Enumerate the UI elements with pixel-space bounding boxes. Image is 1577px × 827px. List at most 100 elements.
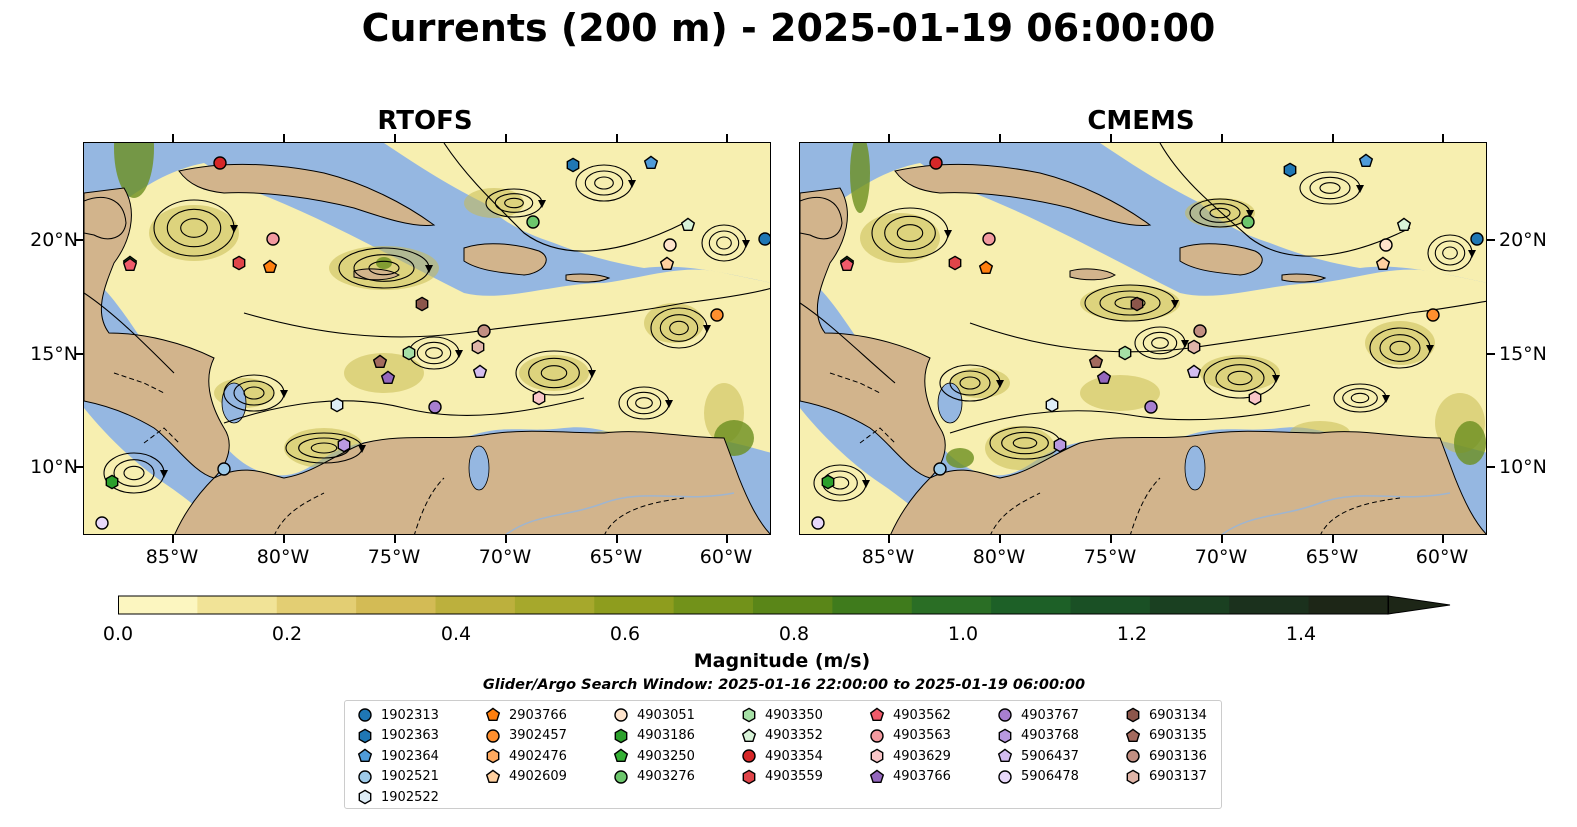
legend-marker-pentagon-icon [485,769,501,783]
float-marker-4903766-rtofs [380,370,396,385]
float-marker-3902457-cmems [1426,308,1440,322]
legend-marker-4903768 [998,728,1012,743]
float-marker-4903768-cmems [1053,437,1067,453]
panel-title-rtofs: RTOFS [377,106,473,136]
lat-tick-10n-left: 10°N [30,456,78,478]
legend-item-6903134: 6903134 [1125,705,1207,725]
float-marker-4903629-cmems [1248,390,1262,406]
legend-label: 4903186 [637,728,695,743]
colorbar-bin-6 [594,596,675,614]
lon-tick-65w-cmems: 65°W [1305,546,1359,568]
legend-marker-6903137 [1126,769,1140,784]
legend-label: 4903562 [893,707,951,723]
legend-item-4903350: 4903350 [741,705,823,725]
colorbar-tick-5: 1.0 [947,623,979,645]
float-marker-4903562-rtofs [122,257,138,272]
strong-current-cmems-1 [1454,421,1486,465]
legend-item-4902609: 4902609 [485,767,567,787]
legend-marker-4903629 [870,748,884,764]
streamline-eddy-rtofs-11 [618,386,673,420]
legend-marker-4903767 [998,708,1012,722]
lon-tick-mark-top-cmems-0 [888,134,890,142]
float-marker-4903186-cmems [821,474,835,490]
legend-marker-circle-icon [614,708,628,722]
lon-tick-mark-top-rtofs-1 [283,134,285,142]
legend-marker-4903350 [742,707,756,723]
lon-tick-mark-rtofs-2 [394,535,396,543]
float-marker-4903276-cmems [1241,215,1255,229]
legend-label: 4903354 [765,748,823,764]
lon-tick-mark-rtofs-1 [283,535,285,543]
legend-marker-4903250 [613,748,629,763]
river-cmems [1221,492,1451,534]
legend-marker-pentagon-icon [485,707,501,722]
lake-maracaibo-rtofs [468,445,490,491]
float-marker-5906437-rtofs [472,364,488,379]
float-marker-4903350-cmems [1118,345,1132,361]
lat-tick-10n-right: 10°N [1499,456,1547,478]
strong-current-rtofs-2 [376,257,392,269]
legend-marker-1902363 [358,728,372,743]
legend-marker-6903135 [1125,728,1141,742]
streamline-flow-rtofs-3 [84,292,175,374]
legend-marker-2903766 [485,707,501,722]
country-border-cmems-1 [990,492,1041,534]
legend-label: 4903766 [893,769,951,784]
lat-tick-mark-right-2 [1487,466,1495,468]
float-marker-4902609-cmems [1375,256,1391,271]
legend-marker-circle-icon [358,769,372,784]
streamline-eddy-cmems-4 [1369,327,1434,369]
legend-item-5906478: 5906478 [997,767,1079,787]
legend-marker-hexagon-icon [1126,707,1140,723]
streamline-eddy-rtofs-4 [650,307,711,349]
float-marker-4903629-rtofs [532,390,546,406]
float-legend: 1902313 1902363 1902364 1902521 1902522 29037… [344,700,1222,809]
legend-marker-circle-icon [998,769,1012,784]
lon-tick-75w-cmems: 75°W [1083,546,1137,568]
land-cuba-cmems [894,163,1152,227]
country-border-rtofs-3 [604,497,685,534]
legend-marker-4902476 [486,748,500,764]
colorbar-bin-13 [1149,596,1230,614]
lat-tick-mark-right-1 [1487,353,1495,355]
current-blob-cmems-5 [1185,198,1255,228]
country-border-cmems-0 [859,427,896,444]
lon-tick-mark-cmems-3 [1221,535,1223,543]
colorbar-label: Magnitude (m/s) [693,650,871,672]
colorbar-bin-5 [514,596,595,614]
colorbar-bin-7 [673,596,754,614]
legend-label: 4903559 [765,769,823,784]
legend-label: 4903276 [637,769,695,784]
land-jamaica-cmems [1069,268,1116,281]
country-border-cmems-4 [829,372,881,394]
legend-label: 5906478 [1021,769,1079,784]
float-marker-6903137-cmems [1187,339,1201,355]
legend-label: 4903563 [893,728,951,743]
float-marker-4903276-rtofs [526,215,540,229]
legend-marker-hexagon-icon [1126,769,1140,784]
legend-label: 4903051 [637,707,695,723]
legend-label: 1902521 [381,769,439,784]
legend-label: 1902364 [381,748,439,764]
colorbar-bin-10 [911,596,992,614]
legend-label: 4903250 [637,748,695,764]
legend-marker-hexagon-icon [486,748,500,764]
colorbar-bin-15 [1308,596,1389,614]
legend-marker-6903134 [1126,707,1140,723]
current-field-pacific-rtofs [84,408,232,534]
legend-label: 6903137 [1149,769,1207,784]
legend-marker-1902521 [358,769,372,784]
colorbar-bin-11 [991,596,1072,614]
legend-marker-1902313 [358,708,372,722]
streamline-eddy-rtofs-7 [223,374,288,412]
float-marker-5906437-cmems [1186,364,1202,379]
current-blob-rtofs-4 [644,303,704,343]
float-marker-4903563-cmems [982,232,996,246]
legend-item-4903354: 4903354 [741,746,823,766]
float-marker-6903136-cmems [1193,324,1207,338]
streamline-eddy-cmems-6 [1299,171,1364,205]
lon-tick-65w-rtofs: 65°W [589,546,643,568]
legend-label: 4903629 [893,748,951,764]
lon-tick-60w-cmems: 60°W [1415,546,1469,568]
lon-tick-85w-cmems: 85°W [861,546,915,568]
